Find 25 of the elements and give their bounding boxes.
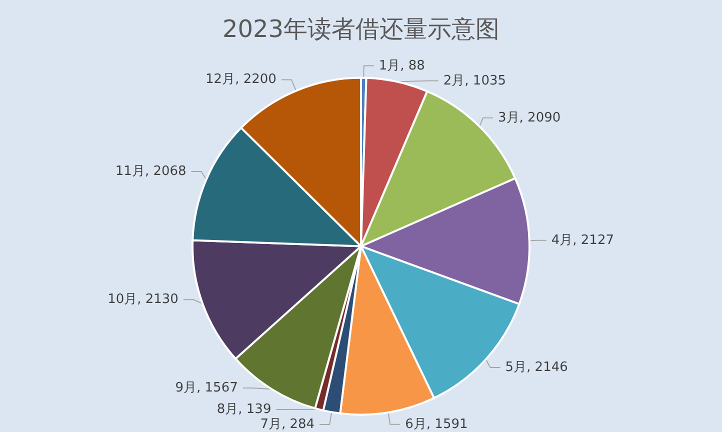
slice-label: 12月	[206, 72, 236, 88]
data-label: , 2090	[519, 110, 561, 126]
slice-label: 9月	[175, 380, 197, 396]
slice-label: 10月	[108, 292, 138, 308]
data-label: , 139	[238, 402, 272, 417]
data-label: , 88	[400, 58, 425, 74]
data-label: , 2200	[235, 72, 276, 88]
data-label: , 2146	[526, 360, 568, 375]
data-label: , 2068	[144, 164, 186, 179]
chart-title: 2023年读者借还量示意图	[222, 15, 500, 43]
data-label: , 284	[281, 417, 315, 432]
slice-label: 6月	[405, 416, 426, 432]
slice-label: 8月	[216, 402, 238, 417]
data-label: , 1567	[196, 380, 238, 396]
slice-label: 1月	[378, 58, 400, 74]
slice-label: 4月	[551, 232, 573, 248]
slice-label: 11月	[115, 164, 145, 179]
data-label: , 1035	[464, 73, 506, 88]
slice-label: 5月	[505, 360, 527, 375]
slice-label: 3月	[498, 110, 520, 126]
slice-label: 2月	[443, 73, 465, 88]
data-label: , 1591	[426, 416, 468, 432]
data-label: , 2127	[572, 232, 614, 248]
slice-label: 7月	[260, 417, 282, 432]
data-label: , 2130	[137, 292, 178, 308]
